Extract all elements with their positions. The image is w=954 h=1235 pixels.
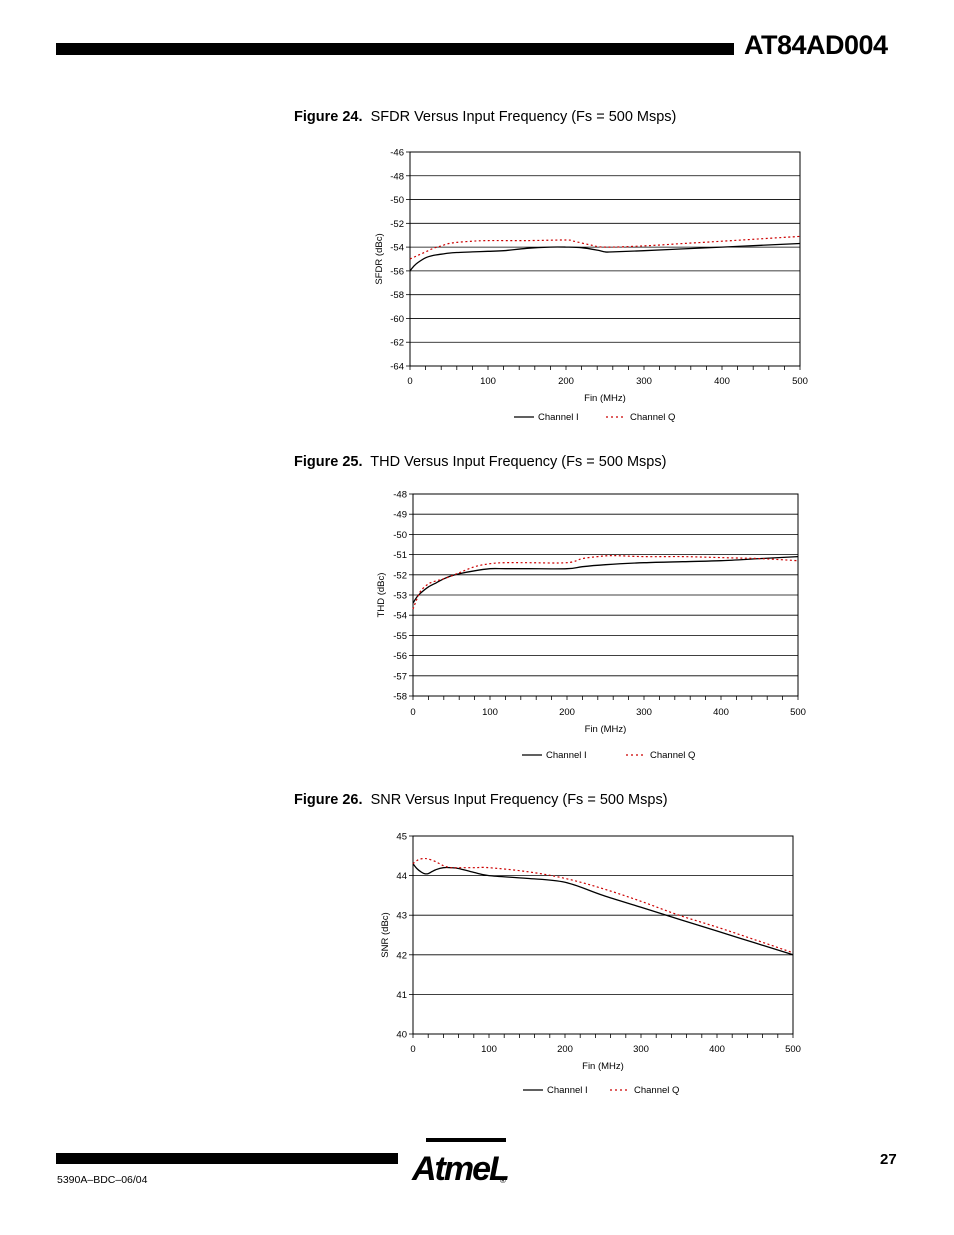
y-tick-label: -50 xyxy=(393,530,407,541)
y-tick-label: -64 xyxy=(390,362,404,373)
legend-label: Channel I xyxy=(547,1085,588,1096)
y-tick-label: -52 xyxy=(390,219,404,230)
y-tick-label: -46 xyxy=(390,148,404,159)
y-tick-label: -62 xyxy=(390,338,404,349)
y-tick-label: -58 xyxy=(393,692,407,703)
x-tick-label: 100 xyxy=(482,707,498,718)
figure-24-title: SFDR Versus Input Frequency (Fs = 500 Ms… xyxy=(370,109,677,125)
y-axis-label: SNR (dBc) xyxy=(380,912,391,957)
plot-area xyxy=(409,151,801,367)
document-title: AT84AD004 xyxy=(744,30,888,60)
page-number: 27 xyxy=(880,1151,897,1168)
sfdr-chart: -46 -48 -50 -52 -54 -56 -58 -60 -62 -640 100 200 300… xyxy=(374,148,808,424)
x-tick-label: 500 xyxy=(790,707,806,718)
y-tick-label: 45 xyxy=(396,832,407,843)
plot-area xyxy=(412,835,794,1035)
y-tick-label: -50 xyxy=(390,195,404,206)
x-tick-label: 400 xyxy=(709,1044,725,1055)
y-tick-label: -57 xyxy=(393,671,407,682)
y-axis-label: THD (dBc) xyxy=(376,573,387,618)
y-tick-label: -49 xyxy=(393,510,407,521)
x-tick-label: 200 xyxy=(557,1044,573,1055)
series-line-channel-i xyxy=(412,555,799,604)
legend-label: Channel Q xyxy=(650,750,695,761)
figure-24-caption: Figure 24. SFDR Versus Input Frequency (… xyxy=(294,109,676,125)
y-axis-label: SFDR (dBc) xyxy=(374,233,385,284)
x-axis-label: Fin (MHz) xyxy=(582,1061,624,1072)
y-tick-label: -52 xyxy=(393,570,407,581)
y-tick-label: -54 xyxy=(393,611,407,622)
registered-mark: ® xyxy=(500,1176,506,1185)
x-axis-label: Fin (MHz) xyxy=(584,393,626,404)
header-rule xyxy=(56,43,734,55)
x-tick-label: 400 xyxy=(713,707,729,718)
legend-label: Channel Q xyxy=(634,1085,679,1096)
figure-25-label: Figure 25. xyxy=(294,454,363,470)
footer-rule xyxy=(56,1153,398,1164)
figure-25-caption: Figure 25. THD Versus Input Frequency (F… xyxy=(294,454,666,470)
snr-chart: 45 44 43 42 41 400 100 200 300 400 500 Fin (MHz) SNR… xyxy=(380,832,801,1097)
legend-label: Channel Q xyxy=(630,412,675,423)
x-tick-label: 200 xyxy=(558,376,574,387)
y-tick-label: -53 xyxy=(393,591,407,602)
x-tick-label: 100 xyxy=(480,376,496,387)
x-tick-label: 500 xyxy=(785,1044,801,1055)
figure-25-title: THD Versus Input Frequency (Fs = 500 Msp… xyxy=(370,454,667,470)
y-tick-label: 40 xyxy=(396,1030,407,1041)
figure-26-label: Figure 26. xyxy=(294,792,363,808)
atmel-logo: AtmeL ® xyxy=(411,1138,510,1186)
y-tick-label: -54 xyxy=(390,243,404,254)
x-tick-label: 400 xyxy=(714,376,730,387)
y-tick-label: -56 xyxy=(393,651,407,662)
y-tick-label: -60 xyxy=(390,314,404,325)
x-axis-label: Fin (MHz) xyxy=(585,724,627,735)
figure-26-caption: Figure 26. SNR Versus Input Frequency (F… xyxy=(294,792,668,808)
document-code: 5390A–BDC–06/04 xyxy=(57,1174,148,1186)
figure-26-title: SNR Versus Input Frequency (Fs = 500 Msp… xyxy=(370,792,668,808)
y-tick-label: 44 xyxy=(396,871,407,882)
series-line-channel-q xyxy=(412,554,799,610)
atmel-logo-text: AtmeL xyxy=(411,1150,508,1186)
x-tick-label: 500 xyxy=(792,376,808,387)
x-tick-label: 300 xyxy=(636,376,652,387)
atmel-logo-mark: AtmeL ® xyxy=(411,1138,510,1186)
legend-label: Channel I xyxy=(546,750,587,761)
y-tick-label: -58 xyxy=(390,290,404,301)
y-tick-label: -48 xyxy=(393,490,407,501)
y-tick-label: -48 xyxy=(390,171,404,182)
y-tick-label: -51 xyxy=(393,550,407,561)
series-line-channel-i xyxy=(412,863,794,956)
y-tick-label: 42 xyxy=(396,950,407,961)
y-tick-label: -56 xyxy=(390,266,404,277)
figure-24-label: Figure 24. xyxy=(294,109,363,125)
legend-label: Channel I xyxy=(538,412,579,423)
x-tick-label: 200 xyxy=(559,707,575,718)
x-tick-label: 300 xyxy=(633,1044,649,1055)
y-tick-label: 41 xyxy=(396,990,407,1001)
x-tick-label: 0 xyxy=(410,707,415,718)
series-line-channel-i xyxy=(409,242,801,272)
x-tick-label: 300 xyxy=(636,707,652,718)
series-line-channel-q xyxy=(412,857,794,954)
thd-chart: -48 -49 -50 -51 -52 -53 -54 -55 -56 -57 -580 100 200… xyxy=(376,490,806,762)
x-tick-label: 0 xyxy=(407,376,412,387)
y-tick-label: -55 xyxy=(393,631,407,642)
y-tick-label: 43 xyxy=(396,911,407,922)
x-tick-label: 0 xyxy=(410,1044,415,1055)
x-tick-label: 100 xyxy=(481,1044,497,1055)
